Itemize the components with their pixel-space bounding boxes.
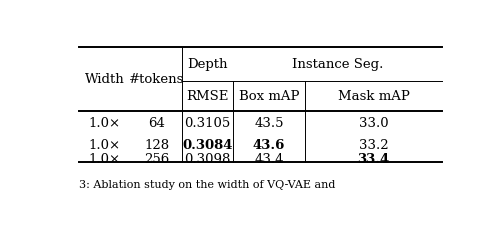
- Text: Depth: Depth: [187, 58, 228, 71]
- Text: 43.6: 43.6: [253, 139, 285, 152]
- Text: #tokens: #tokens: [129, 73, 184, 86]
- Text: Instance Seg.: Instance Seg.: [292, 58, 383, 71]
- Text: Box mAP: Box mAP: [239, 90, 299, 103]
- Text: Mask mAP: Mask mAP: [338, 90, 409, 103]
- Text: 128: 128: [144, 139, 169, 152]
- Text: 3: Ablation study on the width of VQ-VAE and: 3: Ablation study on the width of VQ-VAE…: [79, 180, 335, 190]
- Text: 256: 256: [144, 153, 169, 166]
- Text: Width: Width: [85, 73, 125, 86]
- Text: 1.0×: 1.0×: [89, 116, 121, 129]
- Text: 0.3084: 0.3084: [182, 139, 233, 152]
- Text: 0.3098: 0.3098: [184, 153, 231, 166]
- Text: 43.5: 43.5: [255, 116, 284, 129]
- Text: 0.3105: 0.3105: [184, 116, 231, 129]
- Text: RMSE: RMSE: [186, 90, 229, 103]
- Text: 33.4: 33.4: [357, 153, 390, 166]
- Text: 33.0: 33.0: [359, 116, 389, 129]
- Text: 1.0×: 1.0×: [89, 139, 121, 152]
- Text: 43.4: 43.4: [255, 153, 284, 166]
- Text: 1.0×: 1.0×: [89, 153, 121, 166]
- Text: 64: 64: [148, 116, 165, 129]
- Text: 33.2: 33.2: [359, 139, 389, 152]
